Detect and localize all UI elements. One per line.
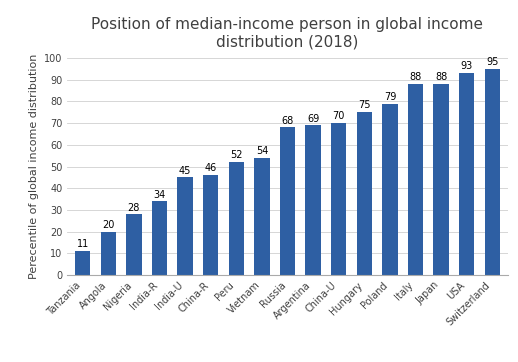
Bar <box>126 214 141 275</box>
Text: 52: 52 <box>230 151 242 160</box>
Text: 54: 54 <box>256 146 268 156</box>
Bar <box>203 175 219 275</box>
Text: 45: 45 <box>179 166 191 176</box>
Text: 70: 70 <box>333 111 345 121</box>
Text: 93: 93 <box>461 62 473 71</box>
Text: 34: 34 <box>153 190 166 199</box>
Text: 68: 68 <box>281 116 294 126</box>
Bar <box>280 127 295 275</box>
Bar <box>331 123 347 275</box>
Text: 88: 88 <box>409 72 422 82</box>
Text: 69: 69 <box>307 114 319 123</box>
Bar <box>459 73 474 275</box>
Bar <box>100 232 116 275</box>
Text: 20: 20 <box>102 220 114 230</box>
Text: 11: 11 <box>77 240 89 249</box>
Text: 46: 46 <box>205 164 217 173</box>
Text: 88: 88 <box>435 72 447 82</box>
Bar <box>382 104 397 275</box>
Text: 95: 95 <box>486 57 498 67</box>
Bar <box>485 69 500 275</box>
Bar <box>228 162 244 275</box>
Bar <box>177 177 193 275</box>
Text: 79: 79 <box>384 92 396 102</box>
Title: Position of median-income person in global income
distribution (2018): Position of median-income person in glob… <box>92 17 483 50</box>
Bar <box>306 125 321 275</box>
Text: 28: 28 <box>128 203 140 212</box>
Bar <box>408 84 423 275</box>
Y-axis label: Perecentile of global income distribution: Perecentile of global income distributio… <box>28 54 38 279</box>
Bar <box>254 158 269 275</box>
Bar <box>356 112 372 275</box>
Bar <box>75 251 90 275</box>
Text: 75: 75 <box>358 101 370 110</box>
Bar <box>434 84 449 275</box>
Bar <box>152 201 167 275</box>
